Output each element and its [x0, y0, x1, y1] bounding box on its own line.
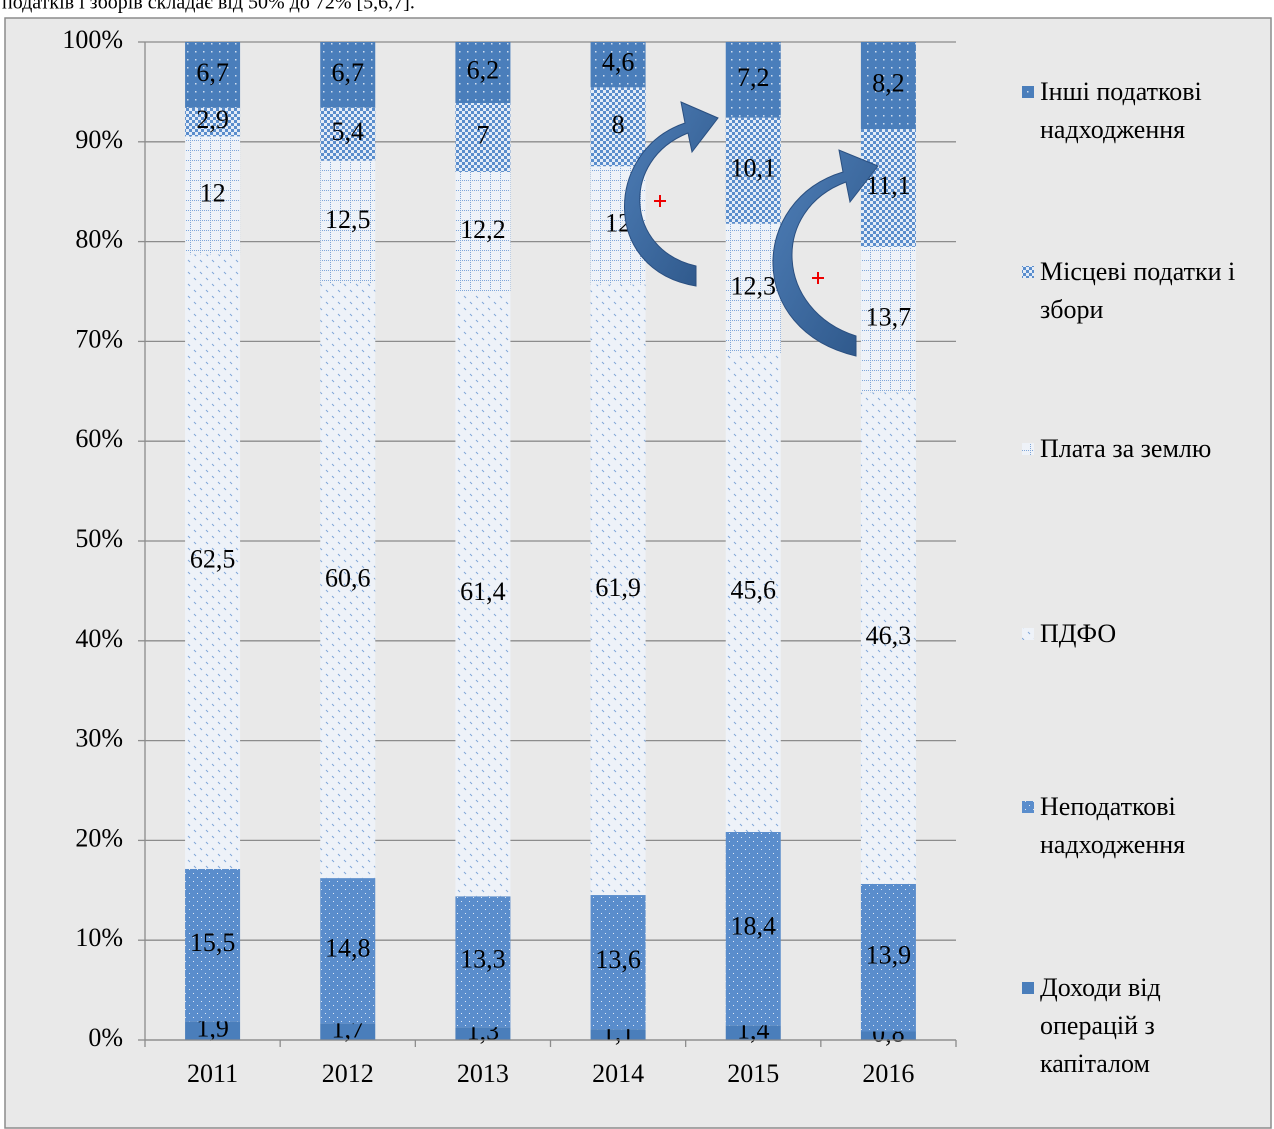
bar-segment — [185, 1021, 241, 1040]
data-label: 11,1 — [866, 171, 911, 200]
x-tick-label: 2015 — [727, 1059, 779, 1088]
bar-segment — [860, 883, 916, 1032]
bar-segment — [320, 107, 376, 161]
bar-segment — [455, 171, 511, 292]
data-label: 6,7 — [196, 58, 229, 87]
data-label: 12,3 — [731, 271, 777, 300]
data-label: 14,8 — [325, 934, 371, 963]
bar-segment — [455, 1027, 511, 1040]
bar-segment — [860, 1031, 916, 1040]
bar-segment — [590, 42, 646, 88]
x-tick-label: 2011 — [187, 1059, 238, 1088]
bar-segment — [725, 352, 781, 832]
bar-segment — [590, 1029, 646, 1040]
bar-segment — [185, 868, 241, 1022]
data-label: 7,2 — [737, 63, 770, 92]
bar-segment — [590, 284, 646, 896]
y-tick-label: 80% — [75, 225, 123, 254]
data-label: 15,5 — [190, 928, 236, 957]
y-tick-label: 60% — [75, 424, 123, 453]
bar-segment — [320, 160, 376, 284]
legend-label: Доходи від операцій з капіталом — [1040, 973, 1161, 1078]
legend-marker — [1022, 628, 1034, 640]
legend-label: Плата за землю — [1040, 434, 1212, 463]
data-label: 13,6 — [595, 945, 641, 974]
bar-segment — [725, 223, 781, 353]
y-tick-label: 40% — [75, 624, 123, 653]
bar-segment — [455, 896, 511, 1028]
legend-label: Інші податкові надходження — [1040, 77, 1202, 144]
legend-marker — [1022, 801, 1034, 813]
bar-segment — [320, 878, 376, 1024]
bar-segment — [185, 254, 241, 869]
data-label: 46,3 — [866, 621, 912, 650]
x-tick-label: 2014 — [592, 1059, 644, 1088]
legend-marker — [1022, 443, 1034, 455]
y-tick-label: 10% — [75, 923, 123, 952]
data-label: 12,5 — [325, 205, 371, 234]
data-label: 12 — [200, 178, 226, 207]
bar-segment — [185, 42, 241, 108]
legend-label: Місцеві податки і збори — [1040, 257, 1236, 324]
data-label: 61,4 — [460, 577, 506, 606]
data-label: 60,6 — [325, 564, 371, 593]
bar-segment — [455, 42, 511, 104]
bar-segment — [185, 107, 241, 137]
data-label: 62,5 — [190, 545, 236, 574]
bar-segment — [320, 42, 376, 108]
data-label: 5,4 — [332, 117, 365, 146]
bar-segment — [725, 1025, 781, 1040]
data-label: 7 — [476, 120, 489, 149]
y-tick-label: 0% — [88, 1023, 123, 1052]
bar-segment — [185, 136, 241, 255]
bar-segment — [725, 831, 781, 1026]
y-tick-label: 70% — [75, 324, 123, 353]
bar-segment — [455, 103, 511, 172]
data-label: 8,2 — [872, 68, 905, 97]
data-label: 10,1 — [731, 154, 777, 183]
x-tick-label: 2013 — [457, 1059, 509, 1088]
bar-segment — [320, 283, 376, 879]
header-text: податків і зборів складає від 50% до 72%… — [2, 0, 415, 14]
y-tick-label: 90% — [75, 125, 123, 154]
data-label: 12 — [605, 208, 631, 237]
data-label: 13,3 — [460, 945, 506, 974]
legend-label: Неподаткові надходження — [1040, 792, 1186, 859]
bar-segment — [455, 291, 511, 897]
data-label: 18,4 — [731, 912, 777, 941]
bar-segment — [725, 42, 781, 118]
data-label: 4,6 — [602, 48, 635, 77]
bar-segment — [320, 1023, 376, 1040]
bar-segment — [860, 392, 916, 884]
x-tick-label: 2012 — [322, 1059, 374, 1088]
bar-segment — [860, 42, 916, 130]
legend-marker — [1022, 86, 1034, 98]
data-label: 12,2 — [460, 215, 506, 244]
y-tick-label: 100% — [62, 25, 123, 54]
data-label: 6,2 — [467, 55, 500, 84]
x-tick-label: 2016 — [862, 1059, 914, 1088]
bar-segment — [725, 117, 781, 224]
data-label: 2,9 — [196, 105, 229, 134]
data-label: 13,9 — [866, 941, 912, 970]
data-label: 6,7 — [332, 58, 365, 87]
bar-segment — [590, 895, 646, 1030]
legend-label: ПДФО — [1040, 619, 1117, 648]
data-label: 45,6 — [731, 575, 777, 604]
data-label: 8 — [612, 110, 625, 139]
data-label: 13,7 — [866, 303, 912, 332]
y-tick-label: 20% — [75, 823, 123, 852]
legend-marker — [1022, 266, 1034, 278]
legend-marker — [1022, 982, 1034, 994]
y-tick-label: 30% — [75, 724, 123, 753]
data-label: 61,9 — [595, 573, 641, 602]
y-tick-label: 50% — [75, 524, 123, 553]
